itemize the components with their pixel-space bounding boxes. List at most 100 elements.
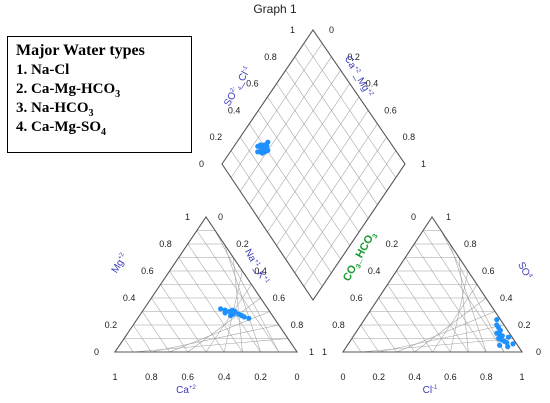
co3-hco3-axis-label: CO3_HCO3 bbox=[341, 230, 380, 285]
diamond-grid-line bbox=[249, 70, 341, 205]
graph-title: Graph 1 bbox=[253, 2, 297, 16]
so4-diamond-charge: 2- bbox=[229, 86, 237, 94]
legend-item-3: 3. Na-HCO3 bbox=[16, 99, 183, 119]
so4-tick-label: 0.8 bbox=[464, 239, 477, 249]
anion-data-point bbox=[494, 322, 500, 328]
cation-triangle-grid-line bbox=[151, 297, 189, 353]
cation-triangle-grid-line bbox=[196, 230, 280, 353]
ca-tick-label: 0.4 bbox=[218, 372, 231, 382]
ca-mg-tick-label: 0.8 bbox=[403, 132, 416, 142]
anion-data-point bbox=[504, 340, 510, 346]
mg-axis-label: Mg+2 bbox=[110, 251, 131, 275]
cation-triangle-grid-line bbox=[169, 270, 225, 353]
mg-tick-label: 1 bbox=[185, 212, 190, 222]
ca-axis-label: Ca+2 bbox=[176, 385, 196, 396]
anion-data-point bbox=[505, 344, 511, 350]
legend-item-label: Na-Cl bbox=[31, 62, 70, 78]
diamond-grid-line bbox=[239, 56, 332, 192]
so4-diamond-subscript: 4 bbox=[237, 85, 244, 91]
diamond-data-point bbox=[265, 147, 271, 153]
so4-cl-tick-label: 1 bbox=[290, 25, 295, 35]
legend-item-number: 4. bbox=[16, 119, 28, 135]
so4-axis-label: SO4 bbox=[515, 260, 534, 281]
cation-triangle-grid-line bbox=[160, 284, 207, 353]
frame-layer bbox=[113, 29, 524, 353]
k-label-charge: +1 bbox=[262, 275, 271, 284]
ca-mg-tick-label: 0.4 bbox=[366, 79, 379, 89]
anion-triangle-grid-line bbox=[369, 311, 397, 353]
diamond-data-point bbox=[255, 149, 261, 155]
co3-subscript: 3 bbox=[355, 263, 363, 270]
ca-mg-tick-label: 0.6 bbox=[384, 105, 397, 115]
cl-tick-label: 0.8 bbox=[480, 372, 493, 382]
so4-cl-axis-label: SO2-4_Cl-1 bbox=[222, 65, 254, 109]
mg-tick-label: 0.2 bbox=[105, 320, 118, 330]
cl-diamond-charge: -1 bbox=[241, 65, 249, 73]
cl-tick-label: 0.6 bbox=[444, 372, 457, 382]
legend-item-label: Na-HCO bbox=[31, 100, 89, 116]
cation-data-point bbox=[228, 313, 234, 319]
diamond-grid-line bbox=[258, 83, 351, 219]
na-k-tick-label: 0.8 bbox=[291, 320, 304, 330]
legend-item-2: 2. Ca-Mg-HCO3 bbox=[16, 80, 183, 100]
anion-data-point bbox=[510, 341, 516, 347]
cation-triangle-grid-line bbox=[233, 257, 243, 353]
ca-diamond-charge: +2 bbox=[353, 65, 362, 74]
cl-tick-label: 0 bbox=[340, 372, 345, 382]
diamond-data-point bbox=[255, 143, 261, 149]
water-types-legend: Major Water types 1. Na-Cl 2. Ca-Mg-HCO3… bbox=[7, 36, 192, 153]
so4-label-subscript: 4 bbox=[526, 273, 533, 279]
tick-label-layer: 1 0 0 0.8 0.2 0.2 0.6 0.4 0.4 0.4 0.6 0.6 0.2 0.8 0.8 0… bbox=[94, 25, 541, 382]
mg-tick-label: 0.8 bbox=[159, 239, 172, 249]
co3-hco3-tick-label: 0.2 bbox=[386, 239, 399, 249]
ca-label-charge: +2 bbox=[189, 385, 197, 391]
legend-item-number: 1. bbox=[16, 62, 28, 78]
data-point-layer bbox=[218, 139, 516, 350]
so4-cl-tick-label: 0.8 bbox=[264, 52, 277, 62]
legend-item-label: Ca-Mg-SO bbox=[31, 119, 101, 135]
cation-data-point bbox=[218, 306, 224, 312]
legend-item-label: Ca-Mg-HCO bbox=[31, 81, 116, 97]
anion-data-point bbox=[494, 317, 500, 323]
ca-tick-label: 1 bbox=[112, 372, 117, 382]
anion-triangle-grid-line bbox=[432, 284, 478, 353]
diamond-grid-line bbox=[303, 43, 397, 178]
grid-layer bbox=[123, 43, 514, 353]
legend-item-4: 4. Ca-Mg-SO4 bbox=[16, 118, 183, 138]
cl-label-charge: -1 bbox=[432, 385, 438, 391]
legend-title: Major Water types bbox=[16, 42, 145, 59]
na-label-charge: +1 bbox=[253, 258, 262, 267]
anion-triangle-frame bbox=[341, 216, 524, 353]
anion-triangle-grid-line bbox=[458, 257, 469, 353]
legend-item-subscript: 3 bbox=[88, 108, 94, 119]
legend-item-subscript: 4 bbox=[101, 127, 106, 138]
so4-tick-label: 1 bbox=[446, 212, 451, 222]
anion-triangle-grid-line bbox=[405, 257, 469, 353]
diamond-data-point bbox=[261, 142, 267, 148]
cation-data-point bbox=[232, 308, 238, 315]
anion-data-point bbox=[505, 334, 512, 340]
diamond-data-point bbox=[265, 139, 271, 145]
na-k-tick-label: 0 bbox=[218, 212, 223, 222]
co3-hco3-tick-label: 0.8 bbox=[332, 320, 345, 330]
cation-triangle-grid-line bbox=[178, 257, 243, 353]
legend-item-subscript: 3 bbox=[115, 89, 121, 100]
legend-item-number: 2. bbox=[16, 81, 28, 97]
so4-tick-label: 0 bbox=[536, 347, 541, 357]
cation-data-point bbox=[246, 315, 252, 321]
mg-tick-label: 0.6 bbox=[141, 266, 154, 276]
anion-data-point bbox=[499, 333, 505, 339]
na-k-tick-label: 0.2 bbox=[236, 239, 249, 249]
mg-label-charge: +2 bbox=[117, 251, 126, 261]
cl-label-base: Cl bbox=[423, 385, 432, 396]
mg-diamond-charge: +2 bbox=[366, 88, 375, 97]
so4-tick-label: 0.2 bbox=[518, 320, 531, 330]
anion-triangle-grid-line bbox=[440, 230, 505, 353]
anion-triangle-grid-line bbox=[387, 284, 433, 353]
so4-tick-label: 0.6 bbox=[482, 266, 495, 276]
ca-mg-tick-label: 0.2 bbox=[347, 52, 360, 62]
cation-triangle-grid-line bbox=[187, 243, 261, 353]
mg-label-base: Mg bbox=[110, 258, 127, 276]
cation-data-point bbox=[241, 314, 247, 320]
